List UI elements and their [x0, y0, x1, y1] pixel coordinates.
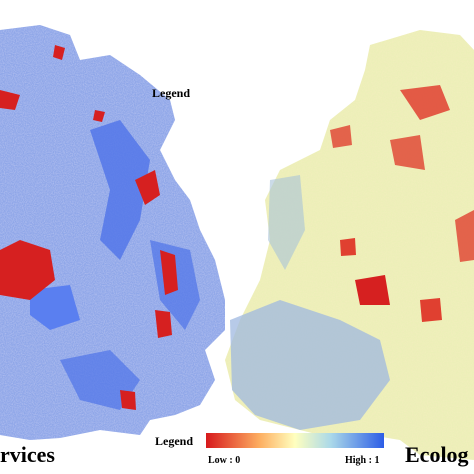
right-map-title: Ecolog	[405, 442, 469, 467]
legend-color-bar	[206, 433, 384, 448]
left-map-title: rvices	[0, 442, 55, 467]
legend: Legend Low : 0 High : 1	[155, 433, 384, 466]
top-legend-label: Legend	[152, 86, 190, 100]
legend-high: High : 1	[345, 455, 379, 466]
legend-low: Low : 0	[208, 455, 240, 466]
right-map	[225, 30, 474, 460]
legend-title: Legend	[155, 434, 193, 448]
left-map	[0, 25, 225, 440]
